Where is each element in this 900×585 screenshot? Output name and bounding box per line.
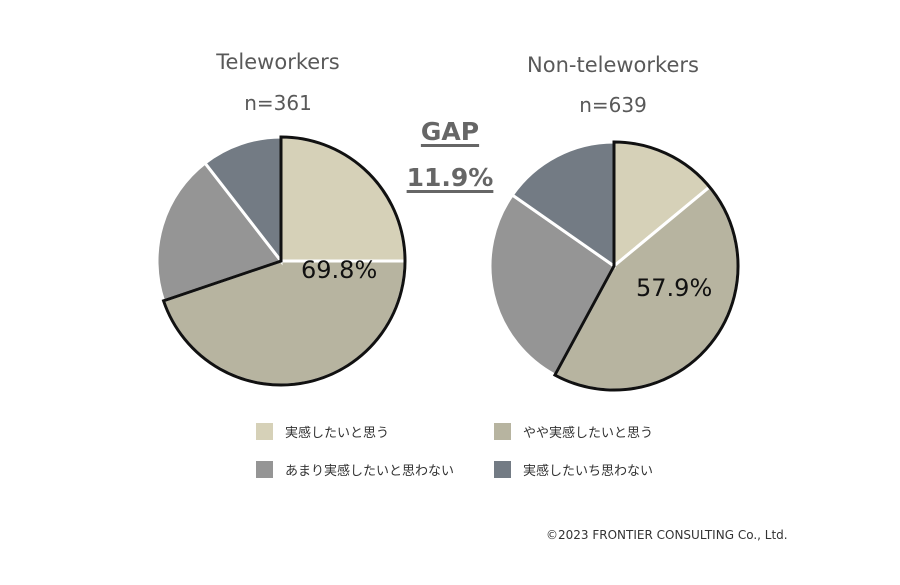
legend-swatch	[256, 461, 273, 478]
legend-label: 実感したいち思わない	[523, 464, 654, 479]
pie-chart-non-teleworkers	[488, 140, 740, 392]
pie-slice	[510, 140, 616, 269]
legend-item: あまり実感したいと思わない	[256, 460, 454, 479]
highlight-label-teleworkers: 69.8%	[301, 256, 378, 284]
legend-swatch	[494, 461, 511, 478]
gap-value: 11.9%	[406, 163, 494, 192]
legend-swatch	[494, 423, 511, 440]
legend-label: 実感したいと思う	[285, 426, 390, 441]
highlight-outline	[552, 140, 740, 392]
pie-slice	[488, 192, 616, 378]
pie-slice	[279, 135, 407, 263]
legend-label: あまり実感したいと思わない	[285, 464, 455, 479]
legend-item: 実感したいち思わない	[494, 460, 653, 479]
pie-subtitle-teleworkers: n=361	[244, 91, 312, 115]
legend-label: やや実感したいと思う	[523, 426, 654, 441]
pie-chart-teleworkers	[155, 135, 407, 387]
copyright-text: ©2023 FRONTIER CONSULTING Co., Ltd.	[546, 528, 788, 542]
legend-item: やや実感したいと思う	[494, 422, 653, 441]
legend-item: 実感したいと思う	[256, 422, 389, 441]
highlight-label-non-teleworkers: 57.9%	[636, 274, 713, 302]
pie-title-non-teleworkers: Non-teleworkers	[527, 53, 699, 77]
pie-subtitle-non-teleworkers: n=639	[579, 93, 647, 117]
pie-slice	[202, 135, 283, 266]
highlight-outline	[161, 135, 407, 387]
gap-label: GAP	[420, 117, 480, 146]
legend-swatch	[256, 423, 273, 440]
pie-title-teleworkers: Teleworkers	[216, 50, 340, 74]
pie-slice	[155, 160, 284, 303]
